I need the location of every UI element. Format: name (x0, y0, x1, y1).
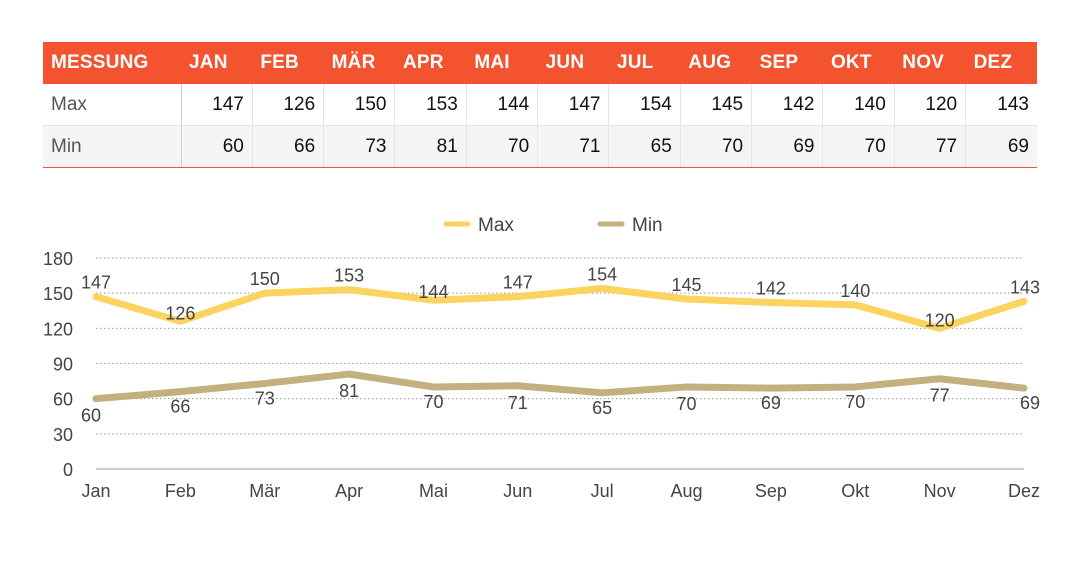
x-tick-label: Nov (924, 481, 956, 501)
table-cell: 77 (894, 125, 967, 168)
data-table: MESSUNG JAN FEB MÄR APR MAI JUN JUL AUG … (43, 42, 1037, 168)
table-cell: 140 (822, 84, 895, 126)
table-cell: 66 (252, 125, 325, 168)
data-label: 70 (677, 394, 697, 414)
table-cell: 147 (181, 84, 253, 126)
table-cell: 70 (466, 125, 539, 168)
table-cell: 142 (751, 84, 824, 126)
header-cell: OKT (822, 42, 895, 84)
header-cell: SEP (751, 42, 823, 84)
data-label: 73 (255, 388, 275, 408)
y-tick-label: 60 (53, 390, 73, 410)
data-label: 140 (840, 281, 870, 301)
x-tick-label: Mär (249, 481, 280, 501)
table-cell: 65 (608, 125, 681, 168)
table-cell: 73 (323, 125, 396, 168)
line-chart: 0 30 60 90 120 150 180 Jan Feb Mär Apr Mai Jun Jul Aug… (43, 215, 1040, 501)
data-label: 142 (756, 279, 786, 299)
header-cell: MESSUNG (43, 42, 181, 84)
data-label: 71 (508, 393, 528, 413)
data-label: 145 (672, 275, 702, 295)
header-cell: DEZ (965, 42, 1037, 84)
x-tick-label: Okt (841, 481, 869, 501)
y-tick-label: 120 (43, 319, 73, 339)
data-label: 147 (503, 273, 533, 293)
data-label: 70 (845, 392, 865, 412)
header-cell: MAI (466, 42, 538, 84)
x-tick-label: Sep (755, 481, 787, 501)
legend-label: Max (478, 215, 514, 236)
table-cell: 153 (394, 84, 467, 126)
table-cell: 126 (252, 84, 325, 126)
x-tick-label: Jul (591, 481, 614, 501)
table-cell: 145 (680, 84, 753, 126)
data-label: 147 (81, 273, 111, 293)
row-label: Max (43, 84, 182, 126)
header-cell: FEB (252, 42, 324, 84)
row-label: Min (43, 125, 182, 168)
table-cell: 150 (323, 84, 396, 126)
table-header-row: MESSUNG JAN FEB MÄR APR MAI JUN JUL AUG … (43, 42, 1037, 84)
table-cell: 69 (751, 125, 824, 168)
x-tick-label: Mai (419, 481, 448, 501)
x-tick-label: Dez (1008, 481, 1040, 501)
header-cell: NOV (894, 42, 966, 84)
y-tick-label: 90 (53, 355, 73, 375)
data-label: 77 (930, 386, 950, 406)
header-cell: JAN (181, 42, 253, 84)
table-cell: 143 (965, 84, 1037, 126)
table-cell: 69 (965, 125, 1037, 168)
data-label: 81 (339, 381, 359, 401)
legend-label: Min (632, 215, 663, 236)
series-line-min (92, 370, 1028, 403)
table-cell: 147 (537, 84, 610, 126)
table-cell: 60 (181, 125, 253, 168)
header-cell: JUN (537, 42, 609, 84)
x-tick-label: Apr (335, 481, 363, 501)
data-label: 60 (81, 406, 101, 426)
header-cell: JUL (608, 42, 681, 84)
data-label: 154 (587, 264, 617, 284)
table-cell: 70 (822, 125, 895, 168)
y-tick-label: 150 (43, 284, 73, 304)
data-label: 65 (592, 398, 612, 418)
data-label: 144 (418, 282, 448, 302)
x-tick-label: Aug (671, 481, 703, 501)
x-tick-label: Feb (165, 481, 196, 501)
data-label: 126 (165, 303, 195, 323)
header-cell: AUG (680, 42, 752, 84)
data-label: 69 (1020, 393, 1040, 413)
header-cell: MÄR (323, 42, 395, 84)
data-label: 69 (761, 393, 781, 413)
x-tick-label: Jan (81, 481, 110, 501)
series-line-max (92, 284, 1028, 332)
data-label: 70 (423, 392, 443, 412)
y-tick-label: 0 (63, 460, 73, 480)
data-label: 66 (170, 397, 190, 417)
y-tick-label: 30 (53, 425, 73, 445)
x-tick-label: Jun (503, 481, 532, 501)
table-row: Max 147 126 150 153 144 147 154 145 142 … (43, 84, 1037, 126)
table-cell: 81 (394, 125, 467, 168)
data-label: 120 (925, 310, 955, 330)
table-cell: 120 (894, 84, 967, 126)
table-cell: 71 (537, 125, 610, 168)
table-cell: 144 (466, 84, 539, 126)
header-cell: APR (394, 42, 467, 84)
table-cell: 70 (680, 125, 753, 168)
data-label: 153 (334, 266, 364, 286)
data-label: 143 (1010, 277, 1040, 297)
data-label: 150 (250, 269, 280, 289)
table-row: Min 60 66 73 81 70 71 65 70 69 70 77 69 (43, 125, 1037, 168)
table-cell: 154 (608, 84, 681, 126)
y-tick-label: 180 (43, 249, 73, 269)
